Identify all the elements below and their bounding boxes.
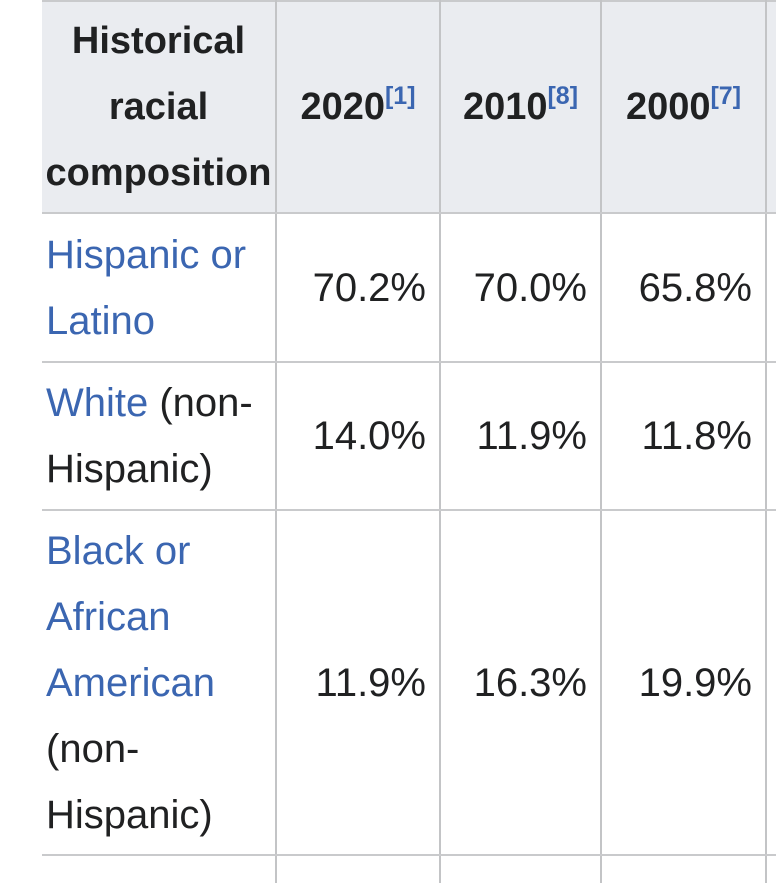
year-2010-label: 2010 bbox=[462, 86, 548, 128]
table-title: Historical racial composition bbox=[45, 20, 272, 194]
header-cropped-cell bbox=[766, 0, 776, 214]
table-row: White (non-Hispanic) 14.0% 11.9% 11.8% bbox=[42, 362, 776, 511]
cropped-cell bbox=[276, 855, 441, 883]
reference-link-7[interactable]: [7] bbox=[710, 82, 742, 110]
table-header-row: Historical racial composition 2020[1] 20… bbox=[42, 0, 776, 214]
year-2000-label: 2000 bbox=[625, 86, 711, 128]
row-label-hispanic-or-latino: Hispanic or Latino bbox=[42, 213, 277, 363]
year-2020-label: 2020 bbox=[300, 86, 385, 128]
value-white-2010: 11.9% bbox=[440, 362, 602, 511]
black-or-african-american-link[interactable]: Black or African American bbox=[46, 528, 215, 705]
row-label-white-non-hispanic: White (non-Hispanic) bbox=[42, 362, 277, 511]
value-black-2000: 19.9% bbox=[601, 510, 767, 856]
header-year-2010: 2010[8] bbox=[440, 0, 602, 214]
header-label-cell: Historical racial composition bbox=[42, 0, 277, 214]
cropped-cell bbox=[601, 855, 767, 883]
value-hispanic-2000: 65.8% bbox=[601, 213, 767, 363]
value-white-2000: 11.8% bbox=[601, 362, 767, 511]
cropped-cell bbox=[440, 855, 602, 883]
hispanic-or-latino-link[interactable]: Hispanic or Latino bbox=[46, 232, 247, 343]
cropped-cell bbox=[766, 510, 776, 856]
table-row-cropped bbox=[42, 855, 776, 883]
value-black-2020: 11.9% bbox=[276, 510, 441, 856]
value-black-2010: 16.3% bbox=[440, 510, 602, 856]
historical-racial-composition-table: Historical racial composition 2020[1] 20… bbox=[42, 0, 776, 883]
cropped-cell bbox=[766, 213, 776, 363]
value-white-2020: 14.0% bbox=[276, 362, 441, 511]
reference-link-8[interactable]: [8] bbox=[547, 82, 579, 110]
value-hispanic-2020: 70.2% bbox=[276, 213, 441, 363]
header-year-2000: 2000[7] bbox=[601, 0, 767, 214]
value-hispanic-2010: 70.0% bbox=[440, 213, 602, 363]
white-link[interactable]: White bbox=[46, 381, 149, 425]
table-row: Black or African American (non-Hispanic)… bbox=[42, 510, 776, 856]
cropped-cell bbox=[766, 855, 776, 883]
row-label-suffix: (non-Hispanic) bbox=[46, 381, 253, 491]
table-row: Hispanic or Latino 70.2% 70.0% 65.8% bbox=[42, 213, 776, 363]
cropped-cell bbox=[766, 362, 776, 511]
row-label-suffix: (non-Hispanic) bbox=[46, 726, 213, 837]
header-year-2020: 2020[1] bbox=[276, 0, 441, 214]
cropped-cell bbox=[42, 855, 277, 883]
row-label-black-or-african-american: Black or African American (non-Hispanic) bbox=[42, 510, 277, 856]
reference-link-1[interactable]: [1] bbox=[384, 82, 416, 110]
